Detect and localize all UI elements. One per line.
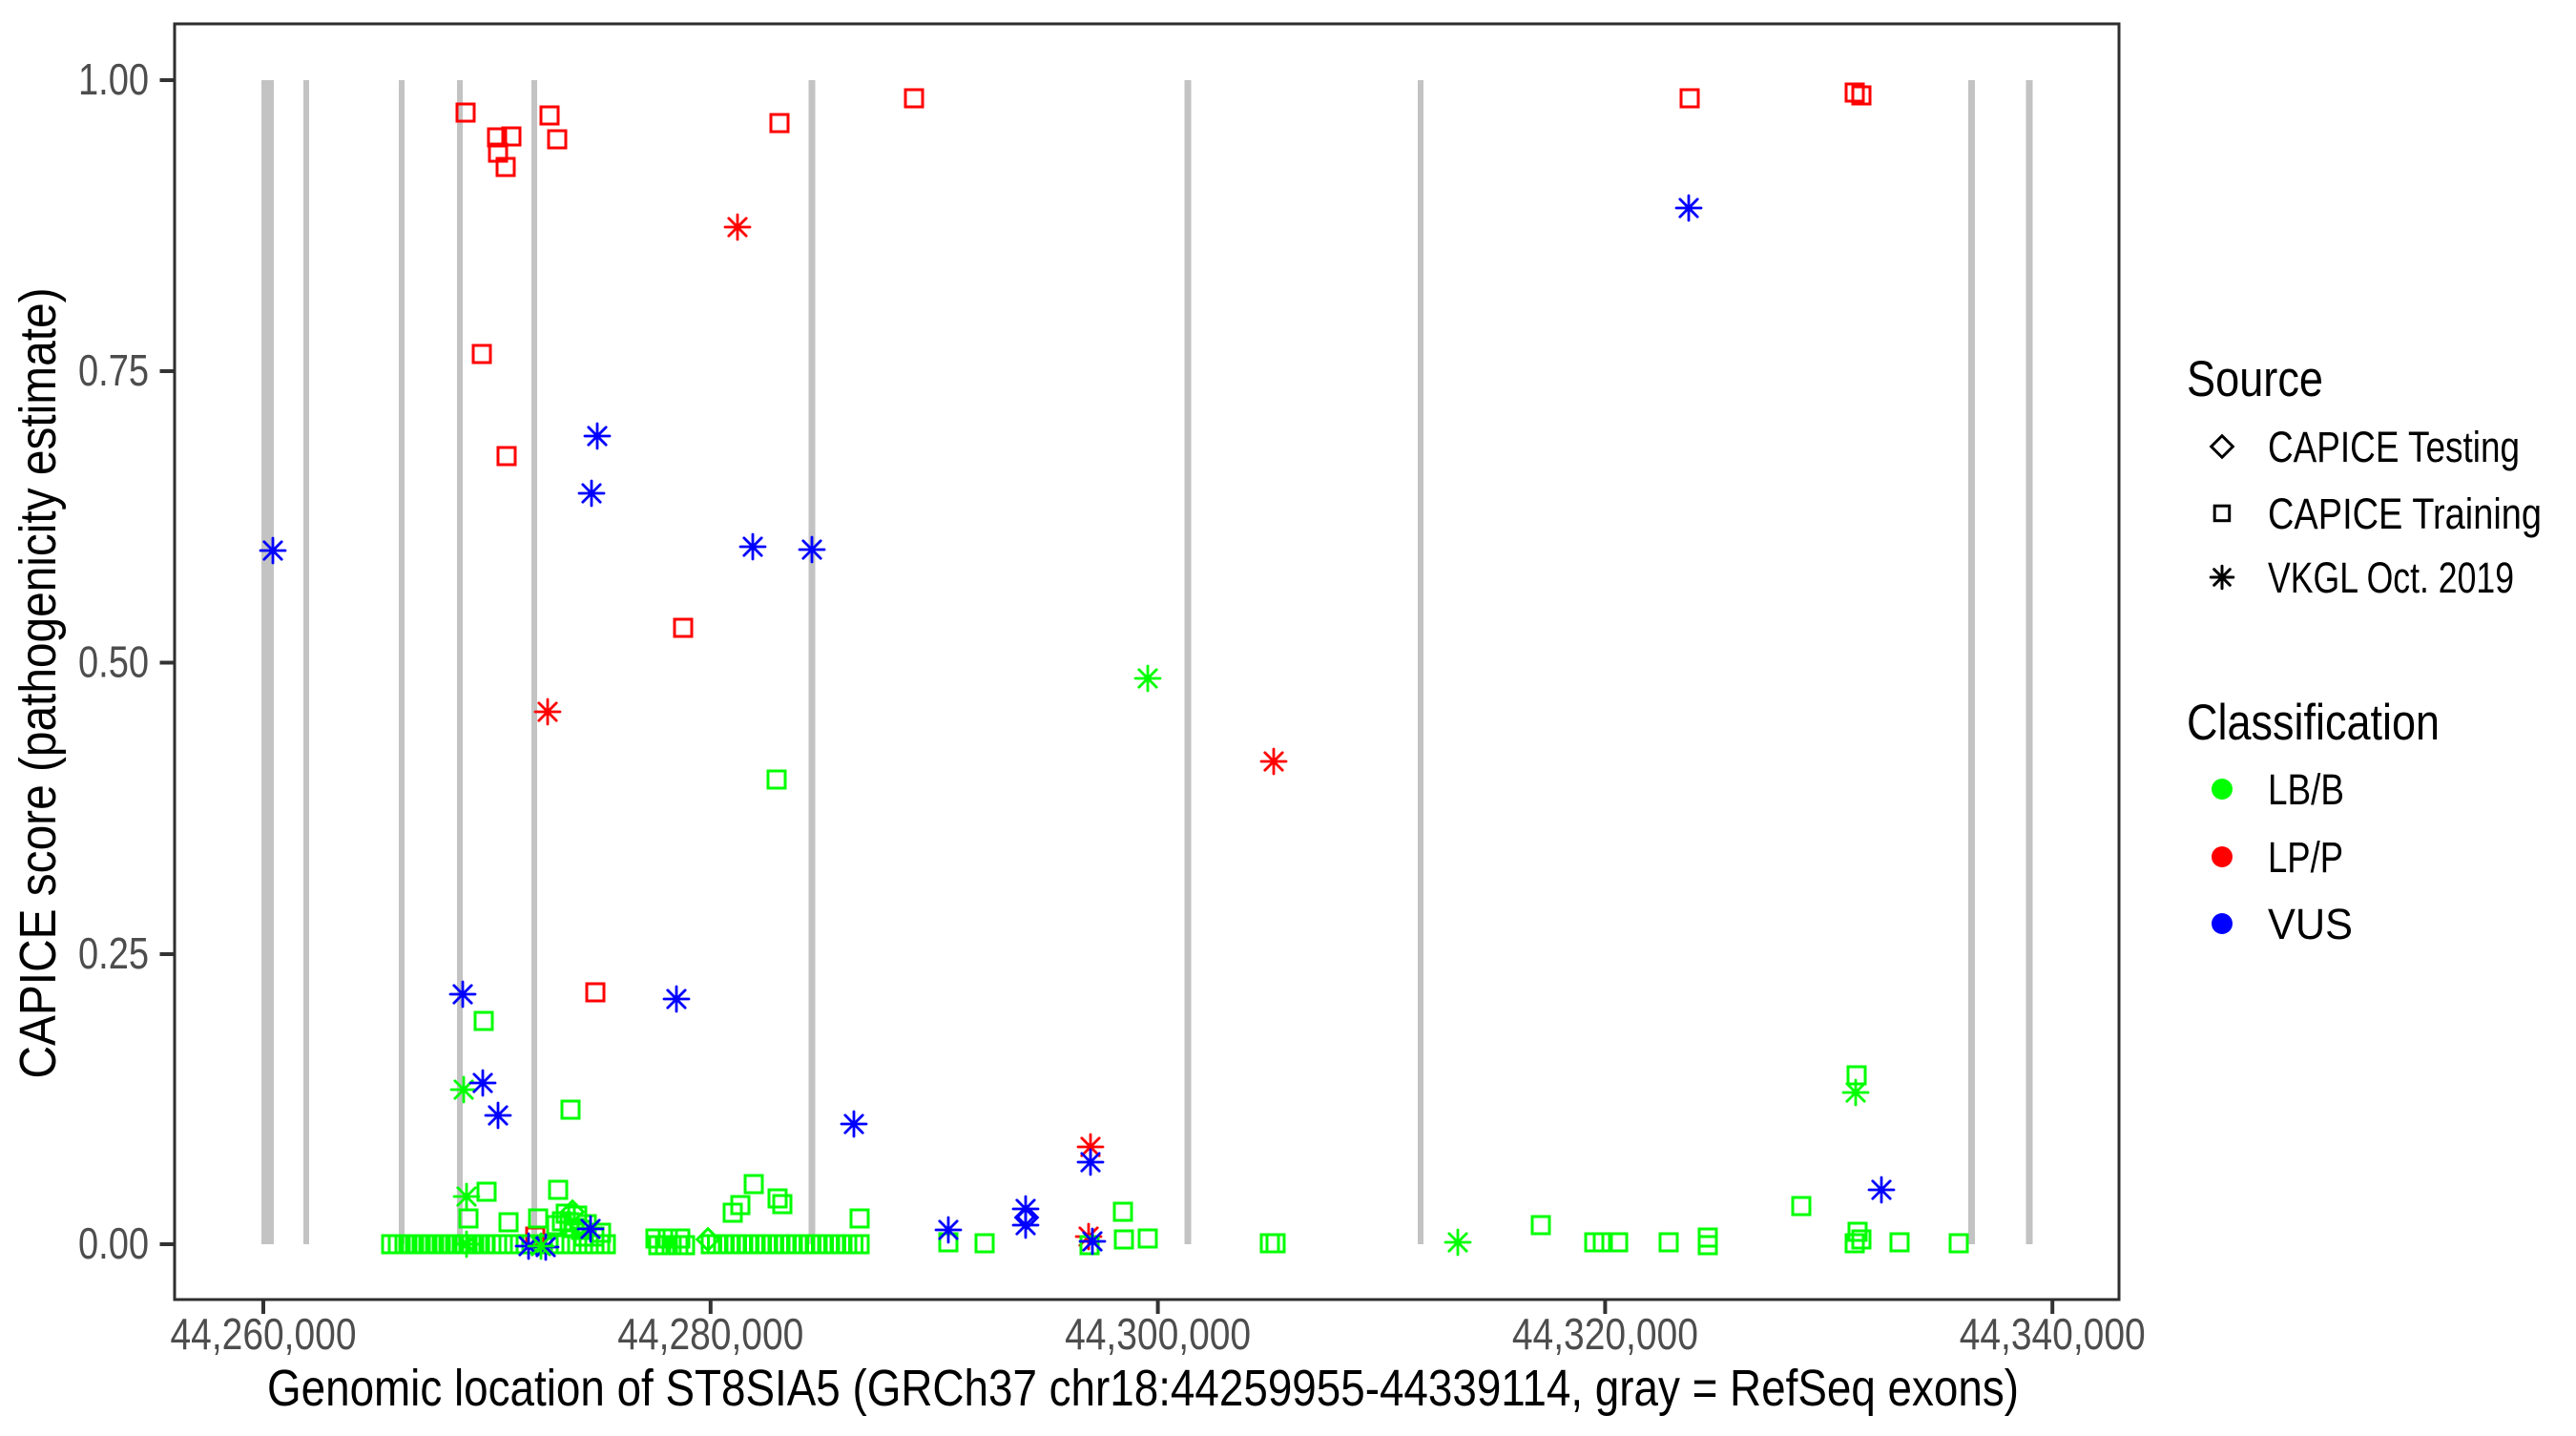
svg-text:44,280,000: 44,280,000 [617,1309,803,1359]
svg-text:44,340,000: 44,340,000 [1960,1309,2146,1359]
svg-text:44,320,000: 44,320,000 [1512,1309,1698,1359]
svg-text:CAPICE Training: CAPICE Training [2268,489,2542,538]
svg-text:CAPICE score (pathogenicity es: CAPICE score (pathogenicity estimate) [10,288,67,1079]
svg-text:LP/P: LP/P [2268,833,2343,882]
svg-text:CAPICE Testing: CAPICE Testing [2268,423,2520,471]
svg-text:0.50: 0.50 [78,637,149,687]
svg-text:0.75: 0.75 [78,345,149,395]
svg-text:0.25: 0.25 [78,928,149,978]
svg-text:LB/B: LB/B [2268,765,2344,814]
svg-text:44,300,000: 44,300,000 [1065,1309,1251,1359]
svg-text:Source: Source [2187,351,2323,407]
svg-text:1.00: 1.00 [78,54,149,104]
svg-text:Genomic location of ST8SIA5 (G: Genomic location of ST8SIA5 (GRCh37 chr1… [267,1360,2019,1417]
svg-text:Classification: Classification [2187,695,2440,751]
svg-text:44,260,000: 44,260,000 [171,1309,357,1359]
svg-text:VKGL Oct. 2019: VKGL Oct. 2019 [2268,553,2514,602]
svg-text:0.00: 0.00 [78,1218,149,1268]
svg-text:VUS: VUS [2268,900,2353,948]
